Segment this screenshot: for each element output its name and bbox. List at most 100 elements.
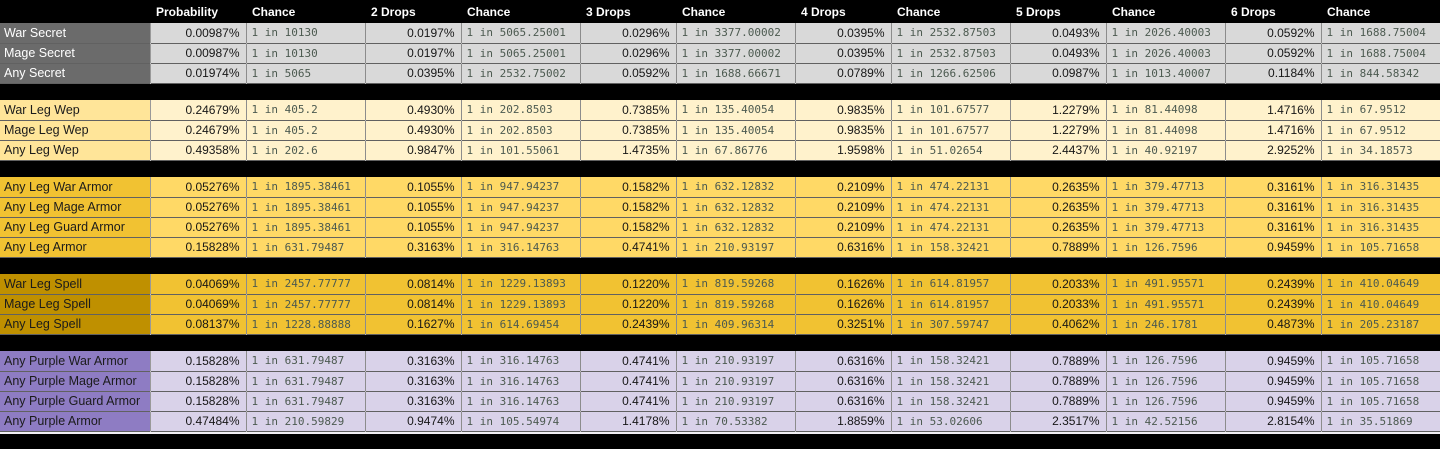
chance-cell[interactable]: 1 in 5065 (246, 63, 366, 84)
column-header[interactable]: 3 Drops (580, 0, 676, 23)
chance-cell[interactable]: 1 in 632.12832 (676, 217, 796, 238)
chance-cell[interactable]: 1 in 405.2 (246, 120, 366, 141)
probability-cell[interactable]: 0.3161% (1225, 197, 1322, 218)
probability-cell[interactable]: 0.3163% (365, 237, 462, 258)
probability-cell[interactable]: 1.2279% (1010, 100, 1107, 121)
chance-cell[interactable]: 1 in 474.22131 (891, 217, 1011, 238)
probability-cell[interactable]: 0.24679% (150, 100, 247, 121)
probability-cell[interactable]: 0.2635% (1010, 177, 1107, 198)
chance-cell[interactable]: 1 in 3377.00002 (676, 43, 796, 64)
probability-cell[interactable]: 0.3163% (365, 391, 462, 412)
chance-cell[interactable]: 1 in 2026.40003 (1106, 23, 1226, 44)
chance-cell[interactable]: 1 in 316.14763 (461, 371, 581, 392)
chance-cell[interactable]: 1 in 210.59829 (246, 411, 366, 432)
chance-cell[interactable]: 1 in 70.53382 (676, 411, 796, 432)
chance-cell[interactable]: 1 in 409.96314 (676, 314, 796, 335)
probability-cell[interactable]: 0.7889% (1010, 371, 1107, 392)
chance-cell[interactable]: 1 in 67.86776 (676, 140, 796, 161)
probability-cell[interactable]: 0.1582% (580, 197, 677, 218)
probability-cell[interactable]: 0.04069% (150, 274, 247, 295)
probability-cell[interactable]: 0.3163% (365, 371, 462, 392)
row-label[interactable]: Any Secret (0, 63, 151, 84)
probability-cell[interactable]: 0.3161% (1225, 217, 1322, 238)
probability-cell[interactable]: 0.7889% (1010, 237, 1107, 258)
probability-cell[interactable]: 0.6316% (795, 391, 892, 412)
probability-cell[interactable]: 0.0296% (580, 23, 677, 44)
chance-cell[interactable]: 1 in 379.47713 (1106, 197, 1226, 218)
chance-cell[interactable]: 1 in 205.23187 (1321, 314, 1440, 335)
chance-cell[interactable]: 1 in 379.47713 (1106, 217, 1226, 238)
chance-cell[interactable]: 1 in 126.7596 (1106, 391, 1226, 412)
row-label[interactable]: Any Purple Mage Armor (0, 371, 151, 392)
probability-cell[interactable]: 0.2033% (1010, 294, 1107, 315)
chance-cell[interactable]: 1 in 53.02606 (891, 411, 1011, 432)
chance-cell[interactable]: 1 in 819.59268 (676, 294, 796, 315)
chance-cell[interactable]: 1 in 2532.87503 (891, 43, 1011, 64)
chance-cell[interactable]: 1 in 210.93197 (676, 371, 796, 392)
chance-cell[interactable]: 1 in 632.12832 (676, 177, 796, 198)
chance-cell[interactable]: 1 in 105.71658 (1321, 351, 1440, 372)
column-header[interactable]: 6 Drops (1225, 0, 1321, 23)
probability-cell[interactable]: 0.2439% (1225, 294, 1322, 315)
column-header[interactable]: 2 Drops (365, 0, 461, 23)
row-label[interactable]: Mage Leg Wep (0, 120, 151, 141)
probability-cell[interactable]: 0.0296% (580, 43, 677, 64)
probability-cell[interactable]: 0.3161% (1225, 177, 1322, 198)
probability-cell[interactable]: 0.49358% (150, 140, 247, 161)
chance-cell[interactable]: 1 in 316.14763 (461, 351, 581, 372)
chance-cell[interactable]: 1 in 5065.25001 (461, 23, 581, 44)
probability-cell[interactable]: 0.1220% (580, 294, 677, 315)
probability-cell[interactable]: 0.0197% (365, 43, 462, 64)
probability-cell[interactable]: 1.4735% (580, 140, 677, 161)
chance-cell[interactable]: 1 in 1688.75004 (1321, 23, 1440, 44)
chance-cell[interactable]: 1 in 405.2 (246, 100, 366, 121)
probability-cell[interactable]: 0.4741% (580, 237, 677, 258)
probability-cell[interactable]: 0.0395% (795, 23, 892, 44)
probability-cell[interactable]: 0.2439% (580, 314, 677, 335)
chance-cell[interactable]: 1 in 947.94237 (461, 177, 581, 198)
probability-cell[interactable]: 0.2635% (1010, 217, 1107, 238)
chance-cell[interactable]: 1 in 202.6 (246, 140, 366, 161)
chance-cell[interactable]: 1 in 67.9512 (1321, 120, 1440, 141)
probability-cell[interactable]: 0.1055% (365, 217, 462, 238)
chance-cell[interactable]: 1 in 135.40054 (676, 100, 796, 121)
chance-cell[interactable]: 1 in 126.7596 (1106, 351, 1226, 372)
chance-cell[interactable]: 1 in 410.04649 (1321, 274, 1440, 295)
chance-cell[interactable]: 1 in 10130 (246, 23, 366, 44)
probability-cell[interactable]: 0.1582% (580, 177, 677, 198)
probability-cell[interactable]: 0.24679% (150, 120, 247, 141)
chance-cell[interactable]: 1 in 67.9512 (1321, 100, 1440, 121)
probability-cell[interactable]: 0.0789% (795, 63, 892, 84)
chance-cell[interactable]: 1 in 5065.25001 (461, 43, 581, 64)
row-label[interactable]: Any Leg Armor (0, 237, 151, 258)
chance-cell[interactable]: 1 in 844.58342 (1321, 63, 1440, 84)
column-header[interactable]: Probability (150, 0, 246, 23)
column-header[interactable]: Chance (1106, 0, 1225, 23)
probability-cell[interactable]: 0.4930% (365, 100, 462, 121)
probability-cell[interactable]: 0.6316% (795, 351, 892, 372)
chance-cell[interactable]: 1 in 105.71658 (1321, 371, 1440, 392)
probability-cell[interactable]: 0.7889% (1010, 391, 1107, 412)
chance-cell[interactable]: 1 in 210.93197 (676, 351, 796, 372)
chance-cell[interactable]: 1 in 307.59747 (891, 314, 1011, 335)
chance-cell[interactable]: 1 in 614.81957 (891, 294, 1011, 315)
chance-cell[interactable]: 1 in 246.1781 (1106, 314, 1226, 335)
probability-cell[interactable]: 0.1627% (365, 314, 462, 335)
chance-cell[interactable]: 1 in 202.8503 (461, 120, 581, 141)
probability-cell[interactable]: 0.7889% (1010, 351, 1107, 372)
column-header[interactable]: Chance (246, 0, 365, 23)
probability-cell[interactable]: 0.9835% (795, 120, 892, 141)
chance-cell[interactable]: 1 in 101.55061 (461, 140, 581, 161)
chance-cell[interactable]: 1 in 316.31435 (1321, 217, 1440, 238)
probability-cell[interactable]: 0.0592% (1225, 43, 1322, 64)
row-label[interactable]: Mage Leg Spell (0, 294, 151, 315)
row-label[interactable]: Any Purple Guard Armor (0, 391, 151, 412)
probability-cell[interactable]: 0.08137% (150, 314, 247, 335)
probability-cell[interactable]: 0.1055% (365, 177, 462, 198)
chance-cell[interactable]: 1 in 2532.75002 (461, 63, 581, 84)
chance-cell[interactable]: 1 in 3377.00002 (676, 23, 796, 44)
probability-cell[interactable]: 2.4437% (1010, 140, 1107, 161)
probability-cell[interactable]: 1.9598% (795, 140, 892, 161)
chance-cell[interactable]: 1 in 316.14763 (461, 237, 581, 258)
chance-cell[interactable]: 1 in 491.95571 (1106, 274, 1226, 295)
